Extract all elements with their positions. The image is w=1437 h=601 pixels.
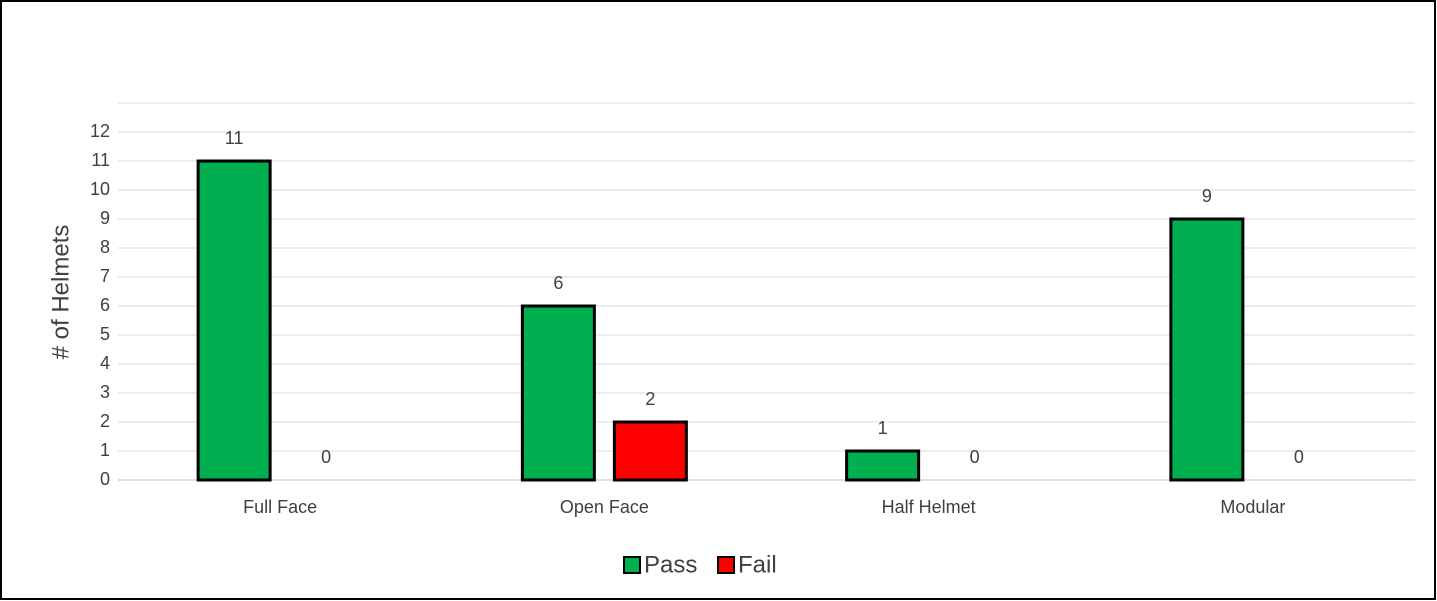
- y-tick-label: 2: [100, 411, 110, 431]
- y-tick-label: 9: [100, 208, 110, 228]
- legend-swatch: [717, 556, 735, 574]
- data-label: 0: [321, 447, 331, 467]
- y-tick-label: 12: [90, 121, 110, 141]
- y-tick-label: 7: [100, 266, 110, 286]
- data-label: 1: [878, 418, 888, 438]
- x-tick-label: Modular: [1220, 497, 1285, 517]
- bar: [612, 420, 688, 482]
- bar: [1169, 217, 1245, 482]
- data-label: 9: [1202, 186, 1212, 206]
- y-axis-label: # of Helmets: [47, 225, 74, 360]
- y-tick-label: 4: [100, 353, 110, 373]
- data-label: 2: [645, 389, 655, 409]
- y-tick-label: 8: [100, 237, 110, 257]
- x-tick-label: Half Helmet: [882, 497, 976, 517]
- y-tick-label: 10: [90, 179, 110, 199]
- y-tick-label: 3: [100, 382, 110, 402]
- y-tick-label: 0: [100, 469, 110, 489]
- y-tick-label: 11: [91, 150, 110, 170]
- bar: [520, 304, 596, 482]
- bar: [196, 159, 272, 482]
- y-tick-label: 6: [100, 295, 110, 315]
- x-tick-label: Open Face: [560, 497, 649, 517]
- legend-label: Pass: [644, 551, 697, 578]
- legend-label: Fail: [738, 551, 777, 578]
- legend-swatch: [623, 556, 641, 574]
- data-label: 11: [225, 128, 244, 148]
- x-tick-label: Full Face: [243, 497, 317, 517]
- y-tick-label: 1: [100, 440, 110, 460]
- bar: [845, 449, 921, 482]
- data-label: 6: [553, 273, 563, 293]
- data-label: 0: [970, 447, 980, 467]
- y-tick-label: 5: [100, 324, 110, 344]
- data-label: 0: [1294, 447, 1304, 467]
